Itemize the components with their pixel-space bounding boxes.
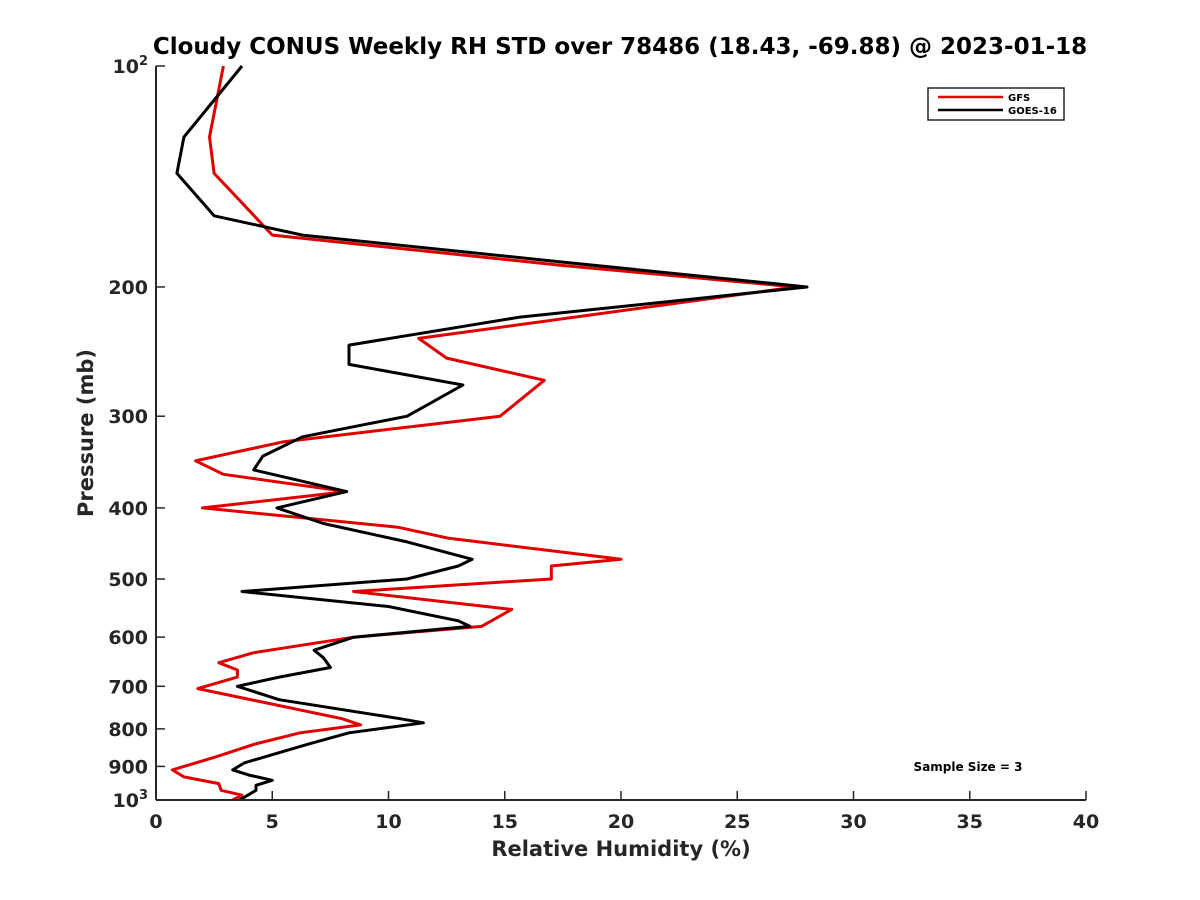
x-tick-label: 30 xyxy=(840,811,866,833)
y-tick-label: 800 xyxy=(108,719,148,741)
x-tick-label: 35 xyxy=(957,811,983,833)
y-axis-ticks: 102 200 300 400 500 600 700 800 900 103 xyxy=(108,54,165,812)
y-tick-label: 200 xyxy=(108,277,148,299)
y-tick-label: 400 xyxy=(108,498,148,520)
series-layer xyxy=(170,65,809,802)
plot-area xyxy=(156,66,1086,800)
legend-label-gfs: GFS xyxy=(1008,93,1030,104)
sample-size-annotation: Sample Size = 3 xyxy=(914,760,1023,774)
x-axis-ticks: 0 5 10 15 20 25 30 35 40 xyxy=(149,791,1099,833)
x-tick-label: 25 xyxy=(724,811,750,833)
y-tick-label: 700 xyxy=(108,676,148,698)
x-axis-label: Relative Humidity (%) xyxy=(491,837,750,861)
y-tick-label: 500 xyxy=(108,569,148,591)
y-tick-label: 300 xyxy=(108,406,148,428)
x-tick-label: 5 xyxy=(266,811,279,833)
y-tick-label: 103 xyxy=(113,788,149,812)
y-axis-label: Pressure (mb) xyxy=(74,349,98,517)
series-line-goes16 xyxy=(175,65,809,802)
legend: GFS GOES-16 xyxy=(927,87,1065,121)
legend-label-goes16: GOES-16 xyxy=(1008,106,1057,117)
x-tick-label: 15 xyxy=(492,811,518,833)
y-tick-label: 900 xyxy=(108,756,148,778)
x-tick-label: 40 xyxy=(1073,811,1099,833)
series-line-gfs xyxy=(170,65,797,802)
y-tick-label: 600 xyxy=(108,627,148,649)
x-tick-label: 0 xyxy=(149,811,162,833)
chart-title: Cloudy CONUS Weekly RH STD over 78486 (1… xyxy=(153,34,1087,60)
y-tick-label: 102 xyxy=(113,54,149,78)
legend-box xyxy=(927,87,1065,121)
x-tick-label: 20 xyxy=(608,811,634,833)
x-tick-label: 10 xyxy=(375,811,401,833)
